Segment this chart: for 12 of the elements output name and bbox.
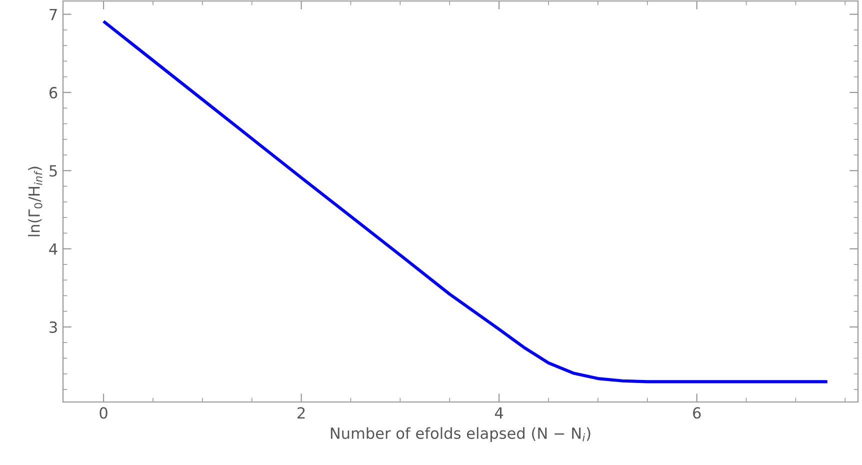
x-tick-label: 0 (100, 407, 108, 419)
y-tick-label: 3 (50, 321, 57, 333)
y-tick-label: 6 (49, 86, 58, 98)
y-tick-label: 4 (49, 243, 58, 255)
y-tick-label: 7 (50, 8, 57, 20)
line-series (102, 20, 829, 384)
x-tick-label: 4 (494, 407, 504, 418)
y-tick-label: 5 (50, 165, 57, 177)
x-tick-label: 2 (298, 407, 305, 418)
x-axis-title: Number of efolds elapsed (N − N$_{i}$) (330, 427, 590, 442)
x-tick-label: 6 (693, 407, 701, 419)
y-axis-title: ln(Γ$_{0}$/H$_{inf}$) (28, 166, 42, 236)
